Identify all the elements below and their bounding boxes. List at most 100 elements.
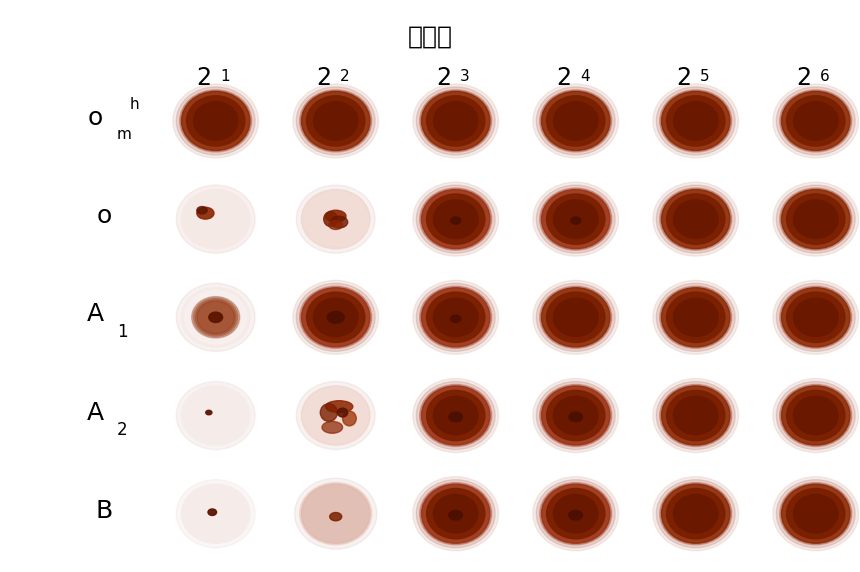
- Ellipse shape: [666, 292, 725, 343]
- Ellipse shape: [413, 476, 499, 551]
- Ellipse shape: [206, 410, 212, 415]
- Text: 2: 2: [436, 66, 452, 90]
- Ellipse shape: [413, 84, 499, 158]
- Ellipse shape: [773, 182, 858, 256]
- Ellipse shape: [660, 384, 732, 447]
- Ellipse shape: [794, 200, 838, 239]
- Ellipse shape: [433, 494, 478, 533]
- Ellipse shape: [192, 297, 240, 338]
- Text: 6: 6: [820, 69, 830, 84]
- Ellipse shape: [416, 185, 495, 253]
- Ellipse shape: [449, 412, 463, 422]
- Ellipse shape: [416, 382, 495, 450]
- Ellipse shape: [194, 298, 238, 336]
- Ellipse shape: [537, 87, 615, 155]
- Ellipse shape: [540, 188, 611, 250]
- Ellipse shape: [427, 96, 485, 146]
- Ellipse shape: [660, 90, 732, 152]
- Ellipse shape: [195, 300, 236, 335]
- Text: o: o: [88, 106, 103, 130]
- Ellipse shape: [540, 483, 611, 545]
- Ellipse shape: [413, 379, 499, 452]
- Ellipse shape: [542, 189, 610, 249]
- Ellipse shape: [181, 92, 250, 150]
- Ellipse shape: [421, 288, 490, 347]
- Ellipse shape: [533, 182, 618, 256]
- Ellipse shape: [547, 194, 605, 244]
- Ellipse shape: [547, 292, 605, 343]
- Ellipse shape: [554, 102, 598, 140]
- Text: 2: 2: [677, 66, 691, 90]
- Text: m: m: [117, 126, 132, 142]
- Ellipse shape: [301, 189, 370, 249]
- Ellipse shape: [173, 84, 259, 158]
- Ellipse shape: [533, 280, 618, 354]
- Ellipse shape: [533, 379, 618, 452]
- Ellipse shape: [301, 288, 370, 347]
- Ellipse shape: [420, 286, 492, 348]
- Ellipse shape: [313, 102, 358, 140]
- Ellipse shape: [660, 188, 732, 250]
- Ellipse shape: [293, 84, 378, 158]
- Ellipse shape: [653, 84, 739, 158]
- Text: 2: 2: [340, 69, 350, 84]
- Ellipse shape: [197, 301, 235, 333]
- Ellipse shape: [181, 484, 250, 543]
- Ellipse shape: [297, 185, 375, 253]
- Ellipse shape: [777, 480, 855, 548]
- Ellipse shape: [777, 87, 855, 155]
- Ellipse shape: [537, 480, 615, 548]
- Ellipse shape: [416, 283, 495, 351]
- Ellipse shape: [656, 87, 735, 155]
- Ellipse shape: [421, 386, 490, 445]
- Ellipse shape: [656, 283, 735, 351]
- Ellipse shape: [780, 384, 851, 447]
- Ellipse shape: [787, 488, 845, 539]
- Ellipse shape: [673, 200, 718, 239]
- Ellipse shape: [320, 404, 337, 422]
- Ellipse shape: [656, 185, 735, 253]
- Ellipse shape: [451, 315, 461, 323]
- Ellipse shape: [325, 401, 353, 412]
- Ellipse shape: [181, 189, 250, 249]
- Text: 1: 1: [220, 69, 230, 84]
- Ellipse shape: [293, 280, 378, 354]
- Ellipse shape: [433, 200, 478, 239]
- Ellipse shape: [197, 207, 214, 219]
- Text: 3: 3: [460, 69, 470, 84]
- Ellipse shape: [433, 298, 478, 336]
- Ellipse shape: [420, 384, 492, 447]
- Ellipse shape: [554, 494, 598, 533]
- Ellipse shape: [322, 422, 342, 433]
- Ellipse shape: [780, 286, 851, 348]
- Ellipse shape: [787, 194, 845, 244]
- Ellipse shape: [542, 92, 610, 150]
- Ellipse shape: [537, 185, 615, 253]
- Text: 2: 2: [316, 66, 331, 90]
- Ellipse shape: [540, 384, 611, 447]
- Ellipse shape: [323, 212, 337, 227]
- Ellipse shape: [666, 194, 725, 244]
- Ellipse shape: [794, 396, 838, 435]
- Ellipse shape: [433, 396, 478, 435]
- Ellipse shape: [313, 298, 358, 336]
- Text: A: A: [87, 303, 104, 327]
- Ellipse shape: [208, 509, 217, 515]
- Ellipse shape: [653, 182, 739, 256]
- Ellipse shape: [329, 221, 342, 229]
- Ellipse shape: [181, 288, 250, 347]
- Ellipse shape: [194, 102, 238, 140]
- Text: o: o: [96, 204, 112, 228]
- Ellipse shape: [427, 194, 485, 244]
- Ellipse shape: [666, 390, 725, 440]
- Ellipse shape: [197, 206, 207, 214]
- Ellipse shape: [782, 386, 850, 445]
- Ellipse shape: [794, 298, 838, 336]
- Ellipse shape: [653, 280, 739, 354]
- Ellipse shape: [537, 283, 615, 351]
- Ellipse shape: [185, 291, 247, 344]
- Ellipse shape: [568, 412, 582, 422]
- Ellipse shape: [673, 102, 718, 140]
- Ellipse shape: [176, 382, 255, 450]
- Ellipse shape: [787, 292, 845, 343]
